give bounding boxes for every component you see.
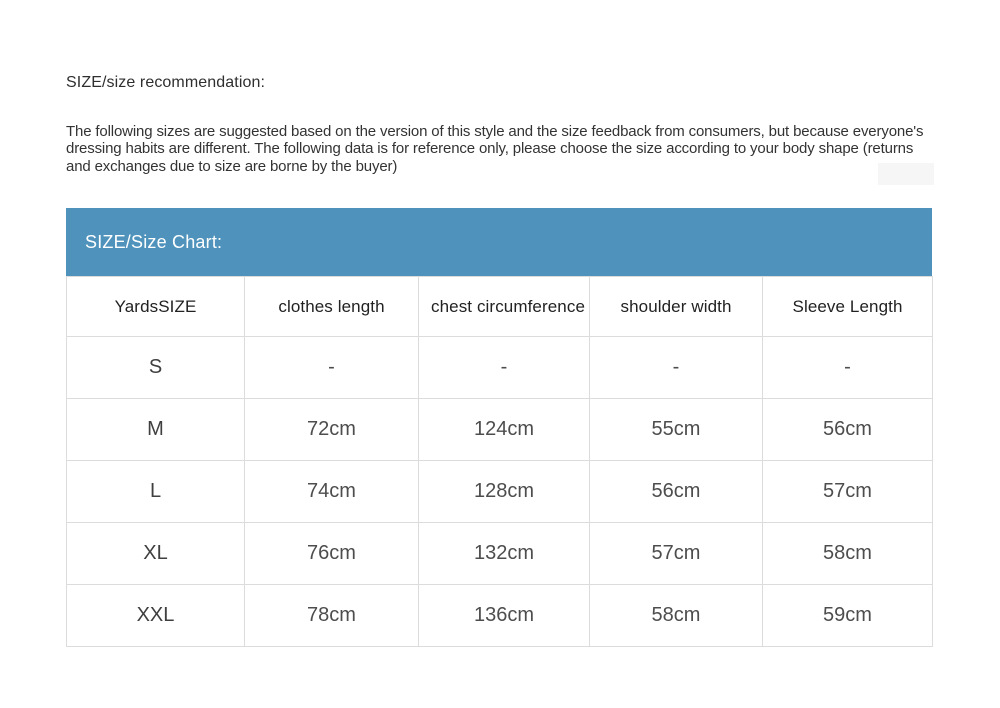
measurement-cell: 136cm xyxy=(418,584,590,647)
measurement-cell: 128cm xyxy=(418,460,590,523)
header-cell: shoulder width xyxy=(589,276,763,337)
size-recommendation-heading: SIZE/size recommendation: xyxy=(66,74,266,91)
size-label-cell: S xyxy=(66,336,245,399)
table-row: M 72cm 124cm 55cm 56cm xyxy=(66,398,933,461)
size-note-paragraph: The following sizes are suggested based … xyxy=(66,123,924,175)
measurement-cell: 76cm xyxy=(244,522,419,585)
measurement-cell: - xyxy=(762,336,933,399)
table-row: XL 76cm 132cm 57cm 58cm xyxy=(66,522,933,585)
measurement-cell: 59cm xyxy=(762,584,933,647)
measurement-cell: 58cm xyxy=(589,584,763,647)
table-row: XXL 78cm 136cm 58cm 59cm xyxy=(66,584,933,647)
header-cell: clothes length xyxy=(244,276,419,337)
measurement-cell: - xyxy=(418,336,590,399)
measurement-cell: 55cm xyxy=(589,398,763,461)
measurement-cell: - xyxy=(589,336,763,399)
size-label-cell: L xyxy=(66,460,245,523)
measurement-cell: 57cm xyxy=(589,522,763,585)
table-header-row: YardsSIZE clothes length chest circumferen… xyxy=(66,276,933,337)
measurement-cell: 132cm xyxy=(418,522,590,585)
header-cell: YardsSIZE xyxy=(66,276,245,337)
measurement-cell: 56cm xyxy=(762,398,933,461)
table-row: S---- xyxy=(66,336,933,399)
size-label-cell: XXL xyxy=(66,584,245,647)
table-row: L 74cm 128cm 56cm 57cm xyxy=(66,460,933,523)
size-label-cell: XL xyxy=(66,522,245,585)
measurement-cell: 124cm xyxy=(418,398,590,461)
header-cell: chest circumference xyxy=(418,276,590,337)
size-chart-title-bar: SIZE/Size Chart: xyxy=(66,208,932,276)
measurement-cell: 56cm xyxy=(589,460,763,523)
header-cell: Sleeve Length xyxy=(762,276,933,337)
size-chart-table: YardsSIZE clothes length chest circumferen… xyxy=(66,276,933,647)
measurement-cell: 72cm xyxy=(244,398,419,461)
measurement-cell: 57cm xyxy=(762,460,933,523)
measurement-cell: - xyxy=(244,336,419,399)
measurement-cell: 58cm xyxy=(762,522,933,585)
size-label-cell: M xyxy=(66,398,245,461)
faint-watermark xyxy=(878,163,934,185)
size-chart-title: SIZE/Size Chart: xyxy=(85,231,223,252)
measurement-cell: 78cm xyxy=(244,584,419,647)
measurement-cell: 74cm xyxy=(244,460,419,523)
